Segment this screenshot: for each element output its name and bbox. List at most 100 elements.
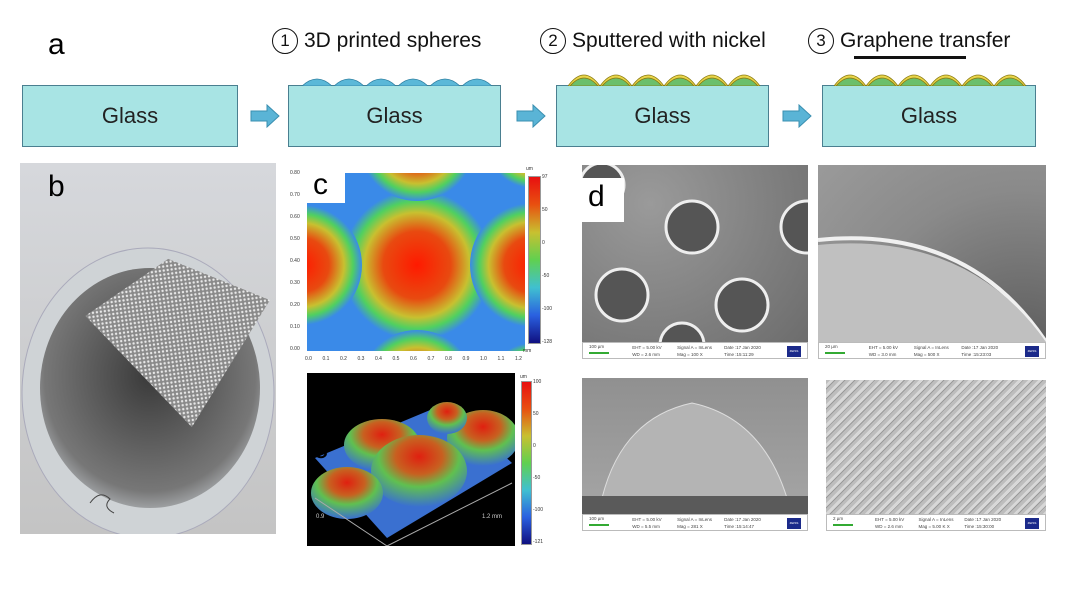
panel-c-letter: c	[313, 168, 328, 201]
y-tick-label: 0.70	[290, 192, 300, 198]
scale-label: 20 µm	[825, 344, 838, 349]
step-text: Graphene transfer	[840, 29, 1011, 52]
step-2-label: 2 Sputtered with nickel	[540, 28, 766, 54]
y-tick-label: 0.10	[290, 324, 300, 330]
step-number: 1	[272, 28, 298, 54]
x-tick-label: 0.3	[357, 356, 365, 362]
glass-substrate-3: Glass	[556, 85, 769, 147]
panel-b-letter: b	[48, 170, 65, 203]
zeiss-logo: ZEISS	[787, 518, 801, 529]
panel-c-3d-letter: c	[313, 432, 328, 465]
colorbar-tick-label: 50	[542, 207, 548, 213]
mag-label: Mag = 281 X	[677, 524, 703, 529]
date-label: Date :17 Jan 2020	[724, 517, 761, 522]
colorbar-tick-label: -128	[542, 339, 553, 345]
wd-label: WD = 2.6 mm	[632, 352, 660, 357]
y-tick-label: 0.30	[290, 280, 300, 286]
glass-substrate-1: Glass	[22, 85, 238, 147]
x-unit: mm	[523, 348, 532, 354]
printed-spheres	[301, 78, 493, 86]
graphene-on-spheres	[834, 56, 1027, 86]
colorbar-3d	[521, 381, 532, 545]
colorbar-tick-label: -100	[542, 306, 553, 312]
x-tick-label: 0.9	[462, 356, 470, 362]
colorbar-tick-label: -50	[533, 475, 541, 481]
x-tick-label: 1.1	[497, 356, 505, 362]
wd-label: WD = 2.6 mm	[874, 524, 903, 529]
scale-bar	[833, 524, 853, 526]
step-1-label: 1 3D printed spheres	[272, 28, 481, 54]
sem-info-bar: 2 µm EHT = 5.00 kV WD = 2.6 mm Signal A = I…	[826, 514, 1046, 531]
zeiss-logo: ZEISS	[1025, 346, 1039, 357]
scale-bar	[825, 352, 845, 354]
step-3-label: 3 Graphene transfer	[808, 28, 1010, 54]
scale-label: 100 µm	[589, 344, 605, 349]
signal-label: Signal A = InLens	[677, 517, 712, 522]
time-label: Time :15:30:00	[964, 524, 995, 529]
colorbar-tick-label: 50	[533, 411, 539, 417]
colorbar-unit: um	[520, 374, 527, 380]
colorbar-tick-label: 0	[542, 240, 545, 246]
graphene-layer	[854, 56, 966, 59]
time-label: Time :15:14:47	[724, 524, 754, 529]
y-tick-label: 0.20	[290, 302, 300, 308]
arrow-right-icon	[250, 104, 280, 128]
zeiss-logo: ZEISS	[1025, 518, 1039, 529]
sem-image-4: 2 µm EHT = 5.00 kV WD = 2.6 mm Signal A = I…	[826, 380, 1046, 531]
colorbar-unit: um	[526, 166, 533, 172]
y-tick-label: 0.60	[290, 214, 300, 220]
wd-label: WD = 3.0 mm	[868, 352, 897, 357]
y-tick-label: 0.00	[290, 346, 300, 352]
panel-d-label-bg	[582, 178, 624, 222]
colorbar-2d	[528, 176, 541, 344]
step-text: Sputtered with nickel	[572, 29, 766, 52]
colorbar-tick-label: 97	[542, 174, 548, 180]
step-number: 2	[540, 28, 566, 54]
signal-label: Signal A = InLens	[677, 345, 712, 350]
colorbar-tick-label: -121	[533, 539, 544, 545]
colorbar-tick-label: 100	[533, 379, 542, 385]
time-label: Time :15:11:29	[724, 352, 754, 357]
panel-a-letter: a	[48, 28, 65, 61]
nickel-coated-spheres	[568, 74, 761, 86]
y-tick-label: 0.80	[290, 170, 300, 176]
signal-label: Signal A = InLens	[913, 345, 949, 350]
glass-substrate-2: Glass	[288, 85, 501, 147]
x-tick-label: 0.1	[322, 356, 330, 362]
x-tick-label: 0.7	[427, 356, 435, 362]
colorbar-tick-label: -100	[533, 507, 544, 513]
arrow-right-icon	[516, 104, 546, 128]
eht-label: EHT = 5.00 kV	[874, 517, 905, 522]
step-text: 3D printed spheres	[304, 29, 482, 52]
step-number: 3	[808, 28, 834, 54]
eht-label: EHT = 5.00 kV	[632, 517, 662, 522]
x-tick-label: 1.2	[515, 356, 522, 362]
arrow-right-icon	[782, 104, 812, 128]
axis-label-x: 1.2 mm	[482, 514, 503, 520]
y-tick-label: 0.50	[290, 236, 300, 242]
mag-label: Mag = 500 X	[913, 352, 940, 357]
sem-image-3: 100 µm EHT = 5.00 kV WD = 5.5 mm Signal A =…	[582, 378, 808, 531]
scale-label: 100 µm	[589, 516, 605, 521]
colorbar-tick-label: 0	[533, 443, 536, 449]
scale-label: 2 µm	[833, 516, 844, 521]
time-label: Time :15:23:03	[961, 352, 992, 357]
eht-label: EHT = 5.00 kV	[868, 345, 899, 350]
x-tick-label: 0.5	[392, 356, 400, 362]
sample-photo	[20, 163, 276, 534]
mag-label: Mag = 100 X	[677, 352, 703, 357]
x-tick-label: 0.2	[340, 356, 347, 362]
scale-bar	[589, 352, 609, 354]
signal-label: Signal A = InLens	[918, 517, 954, 522]
x-tick-label: 0.0	[305, 356, 312, 362]
panel-d-letter: d	[588, 180, 605, 213]
date-label: Date :17 Jan 2020	[724, 345, 761, 350]
glass-substrate-4: Glass	[822, 85, 1036, 147]
sem-info-bar: 100 µm EHT = 5.00 kV WD = 5.5 mm Signal A =…	[582, 514, 808, 531]
x-tick-label: 0.4	[375, 356, 382, 362]
axis-label-y: 0.9	[316, 514, 325, 520]
height-map-3d	[307, 373, 515, 546]
y-tick-label: 0.40	[290, 258, 300, 264]
colorbar-tick-label: -50	[542, 273, 550, 279]
sem-image-2: 20 µm EHT = 5.00 kV WD = 3.0 mm Signal A = …	[818, 165, 1046, 359]
